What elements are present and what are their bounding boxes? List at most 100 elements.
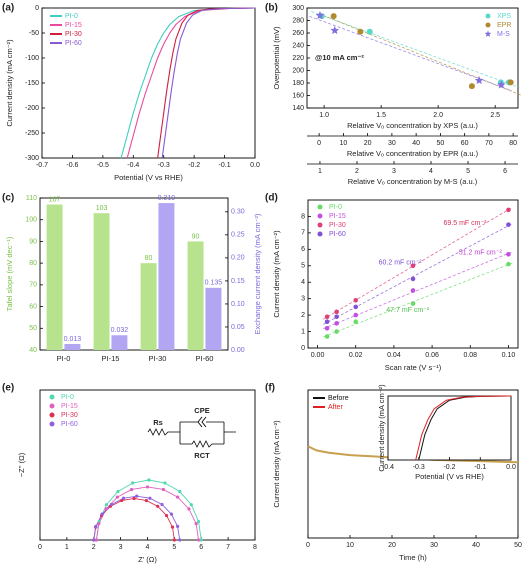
marker — [506, 207, 511, 213]
y-tick-label: -200 — [25, 105, 39, 112]
circuit-label: Rs — [153, 418, 163, 427]
marker — [334, 321, 339, 326]
legend-label: PI-0 — [329, 204, 342, 211]
y-axis-label: Current density (mA cm⁻²) — [272, 230, 281, 318]
marker — [156, 504, 160, 508]
marker — [132, 496, 136, 501]
marker — [196, 519, 201, 524]
x-tick-label: -0.3 — [413, 464, 425, 471]
y-tick-label: 240 — [292, 42, 304, 49]
y-axis-label: −Z'' (Ω) — [17, 452, 26, 477]
value-label: 0.135 — [205, 280, 223, 287]
marker — [410, 263, 416, 269]
marker — [170, 525, 175, 529]
marker — [92, 538, 96, 542]
legend-swatch — [485, 13, 491, 19]
legend-label: PI-0 — [61, 394, 74, 401]
y-axis-label: Tafel slope (mV dec⁻¹) — [5, 236, 14, 311]
legend-swatch — [317, 204, 323, 210]
x-tick-label: PI-30 — [149, 354, 167, 363]
y-tick-label: 60 — [29, 303, 37, 310]
x-axis-label: Relative Vₒ concentration by M-S (a.u.) — [348, 177, 478, 186]
marker — [330, 26, 340, 35]
x-tick-label: 30 — [388, 140, 396, 147]
x-tick-label: -0.4 — [382, 464, 394, 471]
x-tick-label: -0.2 — [188, 162, 200, 169]
marker — [410, 288, 416, 293]
x-tick-label: 20 — [364, 140, 372, 147]
legend-label: PI-30 — [65, 31, 82, 38]
y-tick-label: 0.30 — [231, 209, 245, 216]
legend-label: Before — [328, 395, 349, 402]
y-tick-label: -100 — [25, 55, 39, 62]
marker — [135, 494, 139, 498]
y-tick-label: 260 — [292, 30, 304, 37]
marker — [410, 301, 416, 306]
x-tick-label: 10 — [339, 140, 347, 147]
marker — [144, 498, 149, 503]
legend-label: After — [328, 404, 343, 411]
marker — [506, 251, 511, 257]
circuit-label: RCT — [194, 451, 210, 460]
marker — [497, 80, 506, 89]
y-axis-label: Current density (mA cm⁻²) — [272, 420, 281, 508]
x-tick-label: 10 — [346, 542, 354, 549]
y-tick-label: 90 — [29, 238, 37, 245]
panel-label: (e) — [2, 383, 14, 394]
marker — [334, 309, 339, 315]
marker — [353, 304, 359, 310]
x-tick-label: -0.2 — [443, 464, 455, 471]
x-tick-label: 3 — [119, 544, 123, 551]
x-tick-label: 50 — [514, 542, 522, 549]
x-axis-label: Potential (V vs RHE) — [415, 472, 484, 481]
x-tick-label: 5 — [172, 544, 176, 551]
y-tick-label: 180 — [292, 80, 304, 87]
x-tick-label: 0.04 — [387, 352, 401, 359]
y-axis-label: Current density (mA cm⁻²) — [377, 384, 386, 472]
marker — [164, 513, 169, 518]
y-tick-label: 280 — [292, 17, 304, 24]
legend-label: PI-15 — [61, 403, 78, 410]
legend-label: EPR — [497, 22, 511, 29]
marker — [116, 489, 120, 494]
legend-swatch — [484, 30, 492, 37]
marker — [104, 507, 108, 511]
panel-label: (c) — [2, 193, 14, 204]
x-tick-label: 0.0 — [250, 162, 260, 169]
x-tick-label: 1 — [318, 168, 322, 175]
marker — [161, 487, 165, 492]
legend-swatch — [49, 394, 55, 400]
marker — [474, 76, 484, 85]
marker — [507, 79, 514, 86]
marker — [468, 83, 475, 90]
x-tick-label: 4 — [146, 544, 150, 551]
marker — [410, 276, 416, 282]
bar — [93, 213, 110, 350]
legend-label: PI-15 — [329, 213, 346, 220]
y-tick-label: 1 — [301, 328, 305, 335]
annotation: 69.5 mF cm⁻² — [444, 220, 488, 227]
bar — [158, 203, 175, 350]
marker — [176, 495, 180, 499]
marker — [100, 512, 104, 516]
y-tick-label: -50 — [29, 30, 39, 37]
y-tick-label: 220 — [292, 55, 304, 62]
y-tick-label: 100 — [25, 217, 37, 224]
annotation: 47.7 mF cm⁻² — [386, 307, 430, 314]
annotation: 60.2 mF cm⁻² — [379, 259, 423, 266]
marker — [160, 502, 164, 507]
value-label: 107 — [49, 196, 61, 203]
y-tick-label: 80 — [29, 260, 37, 267]
x-tick-label: 3 — [392, 168, 396, 175]
y-tick-label: 200 — [292, 67, 304, 74]
x-tick-label: 2 — [92, 544, 96, 551]
x-tick-label: 0.0 — [506, 464, 516, 471]
x-axis-label: Relative Vₒ concentration by XPS (a.u.) — [347, 121, 478, 130]
fit-line — [323, 262, 513, 338]
marker — [178, 489, 182, 494]
plot-frame — [307, 389, 519, 539]
marker — [324, 319, 330, 324]
panel-label: (f) — [265, 383, 275, 394]
x-tick-label: -0.1 — [219, 162, 231, 169]
